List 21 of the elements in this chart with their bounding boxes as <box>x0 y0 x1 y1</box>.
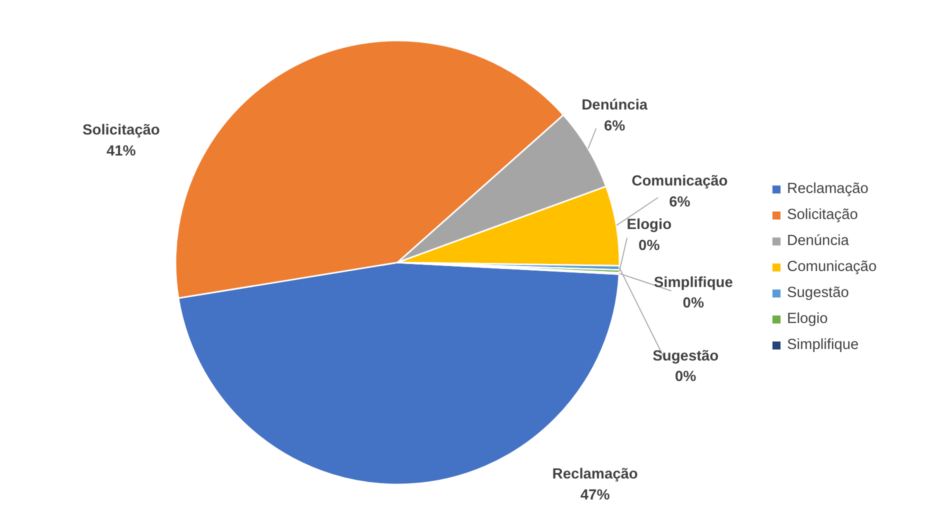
legend-label: Sugestão <box>787 285 849 301</box>
legend-label: Comunicação <box>787 259 877 275</box>
slice-label: Elogio <box>626 217 672 234</box>
legend-label: Denúncia <box>787 233 849 249</box>
data-label: 0% <box>638 238 660 254</box>
data-label: 47% <box>580 487 610 504</box>
legend-label: Elogio <box>787 311 828 327</box>
slice-label: Solicitação <box>82 122 160 138</box>
slice-label: Reclamação <box>552 466 638 482</box>
slice-label: Denúncia <box>582 97 648 114</box>
data-label: 6% <box>669 194 690 211</box>
legend-label: Simplifique <box>787 337 859 353</box>
legend-label: Solicitação <box>787 207 858 223</box>
data-label: 0% <box>675 369 696 386</box>
slice-label: Sugestão <box>652 348 719 364</box>
data-label: 41% <box>106 143 136 160</box>
data-label: 0% <box>682 296 704 312</box>
slice-label: Comunicação <box>632 174 728 190</box>
legend-label: Reclamação <box>787 181 868 197</box>
slice-label: Simplifique <box>654 274 733 291</box>
data-label: 6% <box>604 118 626 134</box>
